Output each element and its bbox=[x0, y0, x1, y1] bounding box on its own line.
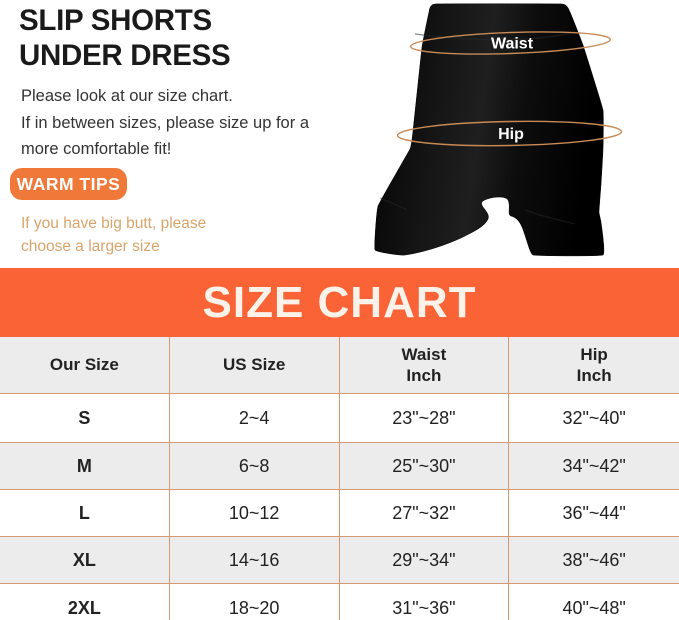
svg-text:Waist: Waist bbox=[491, 36, 534, 53]
svg-text:Hip: Hip bbox=[498, 126, 524, 143]
